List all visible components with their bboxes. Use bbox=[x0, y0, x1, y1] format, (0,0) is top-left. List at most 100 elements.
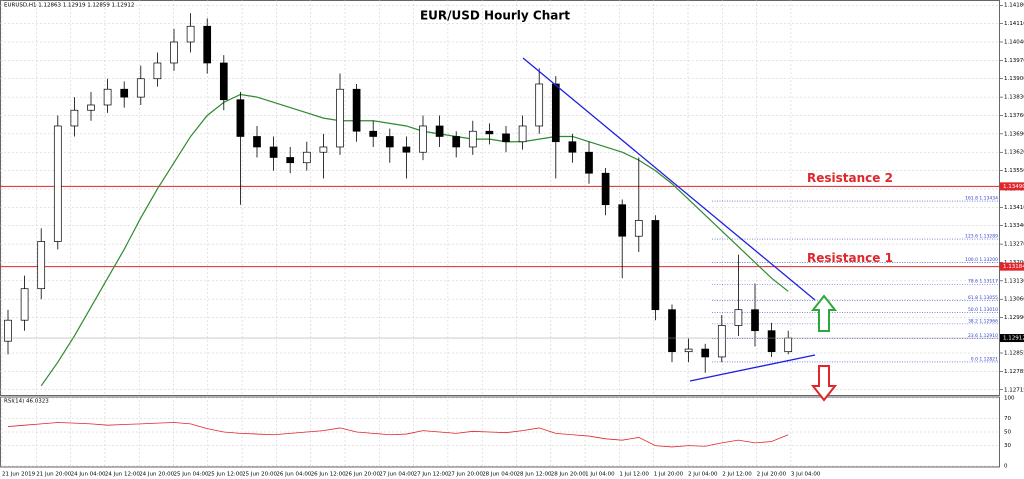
resistance-label: Resistance 1 bbox=[807, 251, 893, 265]
candle-body bbox=[701, 348, 710, 358]
candle-body bbox=[336, 88, 344, 148]
price-box-label: 1.13490 bbox=[1003, 184, 1024, 190]
x-tick-label: 26 Jun 20:00 bbox=[345, 472, 380, 478]
x-tick-label: 25 Jun 04:00 bbox=[174, 472, 209, 478]
x-tick-label: 27 Jun 20:00 bbox=[448, 472, 483, 478]
fib-label: 123.6 1.13289 bbox=[965, 234, 998, 240]
x-tick-label: 28 Jun 12:00 bbox=[517, 472, 552, 478]
y-tick-label: 1.13340 bbox=[1004, 223, 1024, 229]
fib-label: 161.8 1.13434 bbox=[965, 196, 998, 202]
candle-body bbox=[319, 146, 328, 153]
candle-body bbox=[186, 25, 195, 43]
y-tick-label: 1.12785 bbox=[1004, 369, 1024, 375]
fib-label: 0.0 1.12821 bbox=[971, 356, 998, 362]
fib-label: 100.0 1.13200 bbox=[965, 257, 998, 263]
x-tick-label: 2 Jul 12:00 bbox=[722, 472, 752, 478]
x-tick-label: 21 Jun 2019 bbox=[2, 472, 36, 478]
x-tick-label: 24 Jun 04:00 bbox=[71, 472, 106, 478]
chart-title: EUR/USD Hourly Chart bbox=[420, 9, 570, 23]
candle-body bbox=[352, 88, 361, 132]
candle-body bbox=[668, 309, 676, 353]
y-tick-label: 1.13900 bbox=[1004, 76, 1024, 82]
y-tick-label: 1.13130 bbox=[1004, 278, 1024, 284]
price-box bbox=[1000, 334, 1024, 343]
candle-body bbox=[734, 309, 743, 326]
candle-body bbox=[253, 136, 261, 148]
trend-line bbox=[522, 57, 816, 301]
candle-body bbox=[452, 136, 461, 148]
candle-body bbox=[419, 125, 427, 153]
x-tick-label: 26 Jun 04:00 bbox=[276, 472, 311, 478]
candle-body bbox=[203, 25, 212, 64]
y-tick-label: 1.14180 bbox=[1004, 3, 1024, 9]
x-tick-label: 27 Jun 12:00 bbox=[414, 472, 449, 478]
candle-body bbox=[402, 146, 411, 153]
fib-label: 38.2 1.12966 bbox=[968, 318, 998, 324]
candle-body bbox=[20, 288, 29, 321]
candle-body bbox=[236, 99, 245, 137]
candle-body bbox=[53, 125, 62, 242]
candle-body bbox=[502, 133, 510, 143]
y-tick-label: 1.13550 bbox=[1004, 168, 1024, 174]
trend-line bbox=[689, 354, 816, 382]
candle-body bbox=[468, 130, 477, 148]
x-tick-label: 2 Jul 04:00 bbox=[688, 472, 718, 478]
price-box bbox=[1000, 262, 1024, 271]
price-box bbox=[1000, 182, 1024, 191]
x-tick-label: 1 Jul 12:00 bbox=[619, 472, 649, 478]
y-tick-label: 1.13060 bbox=[1004, 297, 1024, 303]
candle-body bbox=[568, 141, 577, 153]
candle-body bbox=[751, 309, 759, 332]
x-tick-label: 26 Jun 12:00 bbox=[311, 472, 346, 478]
candle-body bbox=[269, 146, 278, 158]
fib-label: 23.6 1.12910 bbox=[968, 333, 998, 339]
candle-body bbox=[103, 88, 112, 106]
candle-body bbox=[717, 325, 726, 358]
candle-body bbox=[767, 330, 776, 353]
rsi-tick-label: 30 bbox=[1004, 443, 1011, 449]
y-tick-label: 1.14040 bbox=[1004, 39, 1024, 45]
resistance-label: Resistance 2 bbox=[807, 171, 893, 185]
x-tick-label: 27 Jun 04:00 bbox=[379, 472, 414, 478]
rsi-line bbox=[7, 422, 789, 448]
candle-body bbox=[302, 151, 311, 164]
rsi-tick-label: 100 bbox=[1004, 396, 1015, 402]
y-tick-label: 1.14110 bbox=[1004, 21, 1024, 27]
header: EURUSD,H1 1.12863 1.12919 1.12859 1.1291… bbox=[4, 3, 134, 9]
candle-body bbox=[369, 130, 378, 137]
x-tick-label: 25 Jun 12:00 bbox=[208, 472, 243, 478]
current-price-label: 1.12912 bbox=[1003, 336, 1024, 342]
candle-body bbox=[784, 337, 793, 353]
candle-body bbox=[618, 204, 627, 237]
fib-label: 50.0 1.13010 bbox=[968, 307, 998, 313]
price-box-label: 1.13184 bbox=[1003, 264, 1024, 270]
y-tick-label: 1.13970 bbox=[1004, 58, 1024, 64]
y-tick-label: 1.13690 bbox=[1004, 131, 1024, 137]
y-tick-label: 1.13620 bbox=[1004, 150, 1024, 156]
x-tick-label: 24 Jun 20:00 bbox=[139, 472, 174, 478]
candle-body bbox=[170, 41, 178, 64]
x-tick-label: 2 Jul 20:00 bbox=[757, 472, 787, 478]
up-arrow bbox=[810, 294, 838, 332]
candle-body bbox=[684, 348, 693, 353]
candle-body bbox=[601, 172, 610, 206]
y-tick-label: 1.13410 bbox=[1004, 205, 1024, 211]
x-tick-label: 1 Jul 04:00 bbox=[585, 472, 615, 478]
candle-body bbox=[651, 220, 660, 311]
down-arrow bbox=[810, 365, 838, 402]
fib-label: 78.6 1.13117 bbox=[968, 279, 998, 285]
candle-body bbox=[219, 62, 228, 101]
rsi-label: RSI(14) 46.0323 bbox=[4, 399, 49, 405]
x-tick-label: 28 Jun 20:00 bbox=[551, 472, 586, 478]
candle-body bbox=[70, 109, 79, 127]
candle-body bbox=[634, 220, 643, 237]
x-tick-label: 1 Jul 20:00 bbox=[654, 472, 684, 478]
x-tick-label: 21 Jun 20:00 bbox=[36, 472, 71, 478]
candle-body bbox=[535, 83, 544, 127]
price-frame bbox=[0, 0, 1000, 396]
y-tick-label: 1.12855 bbox=[1004, 351, 1024, 357]
candle-body bbox=[485, 130, 494, 135]
x-tick-label: 28 Jun 04:00 bbox=[482, 472, 517, 478]
rsi-tick-label: 70 bbox=[1004, 416, 1011, 422]
